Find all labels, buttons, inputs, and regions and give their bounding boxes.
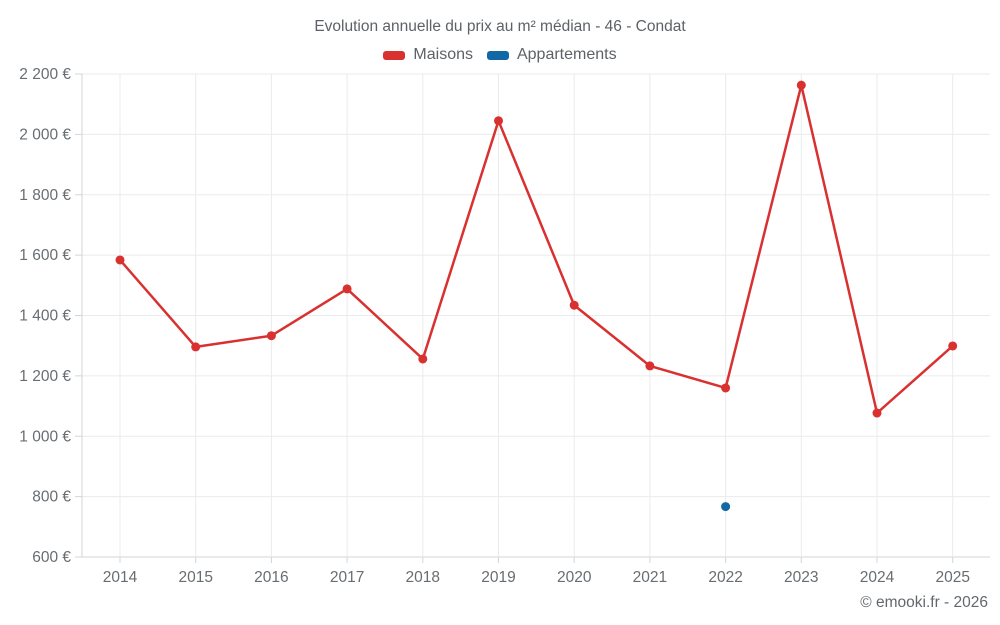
data-point-maisons-2014[interactable] [115, 255, 125, 265]
x-axis-label: 2024 [860, 569, 895, 586]
y-axis-label: 2 000 € [19, 126, 71, 143]
legend: Maisons Appartements [0, 46, 1000, 64]
maisons-series-swatch-icon [383, 50, 406, 60]
x-axis-label: 2020 [557, 569, 592, 586]
x-axis-label: 2016 [254, 569, 288, 586]
data-point-maisons-2022[interactable] [721, 383, 731, 393]
y-axis-label: 1 800 € [19, 187, 71, 204]
x-axis-label: 2019 [481, 569, 515, 586]
legend-item-appartements[interactable]: Appartements [486, 46, 617, 64]
y-axis-label: 1 600 € [19, 247, 71, 264]
x-axis-label: 2023 [784, 569, 818, 586]
data-point-maisons-2021[interactable] [645, 361, 655, 371]
data-point-maisons-2025[interactable] [948, 341, 958, 351]
x-axis-label: 2022 [708, 569, 742, 586]
y-axis-label: 1 200 € [19, 368, 71, 385]
data-point-appartements-2022[interactable] [721, 502, 731, 512]
legend-label-maisons: Maisons [413, 46, 473, 63]
legend-label-appartements: Appartements [516, 46, 617, 63]
data-point-maisons-2024[interactable] [872, 408, 882, 418]
x-axis-label: 2014 [103, 569, 138, 586]
data-point-maisons-2023[interactable] [796, 80, 806, 90]
data-point-maisons-2015[interactable] [191, 342, 201, 352]
data-point-maisons-2017[interactable] [342, 284, 352, 294]
chart-title: Evolution annuelle du prix au m² médian … [314, 18, 686, 35]
appartements-series-swatch-icon [486, 50, 509, 60]
data-point-maisons-2020[interactable] [569, 300, 579, 310]
y-axis-label: 2 200 € [19, 66, 71, 83]
y-axis-label: 800 € [32, 489, 71, 506]
legend-item-maisons[interactable]: Maisons [383, 46, 473, 64]
data-point-maisons-2016[interactable] [266, 331, 276, 341]
x-axis-label: 2025 [935, 569, 969, 586]
x-axis-label: 2021 [633, 569, 667, 586]
y-axis-label: 600 € [32, 549, 71, 566]
data-point-maisons-2019[interactable] [494, 116, 503, 126]
y-axis-label: 1 000 € [19, 428, 71, 445]
x-axis-label: 2015 [178, 569, 212, 586]
series-line-maisons [118, 83, 954, 415]
x-axis-label: 2017 [330, 569, 364, 586]
y-axis-label: 1 400 € [19, 308, 71, 325]
x-axis-label: 2018 [406, 569, 440, 586]
data-point-maisons-2018[interactable] [418, 354, 428, 364]
copyright: © emooki.fr - 2026 [860, 594, 988, 611]
